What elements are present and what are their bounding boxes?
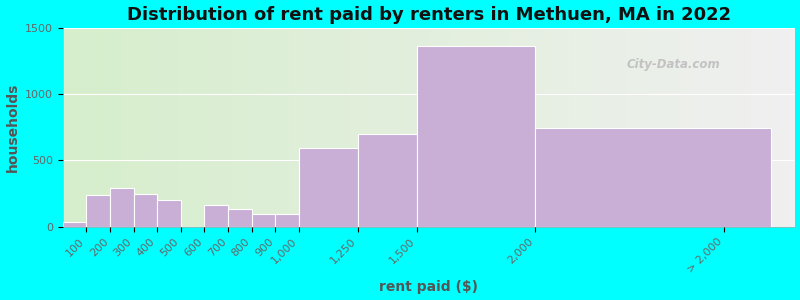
Bar xyxy=(299,148,358,227)
Bar xyxy=(158,200,181,227)
Y-axis label: households: households xyxy=(6,82,19,172)
Bar xyxy=(417,46,535,227)
X-axis label: rent paid ($): rent paid ($) xyxy=(379,280,478,294)
Text: City-Data.com: City-Data.com xyxy=(626,58,720,71)
Bar xyxy=(63,222,86,227)
Bar xyxy=(134,194,158,227)
Bar xyxy=(252,214,275,227)
Bar xyxy=(86,195,110,227)
Bar xyxy=(228,209,252,227)
Bar xyxy=(110,188,134,227)
Bar xyxy=(358,134,417,227)
Bar xyxy=(535,128,771,227)
Bar xyxy=(275,214,299,227)
Bar xyxy=(205,205,228,227)
Title: Distribution of rent paid by renters in Methuen, MA in 2022: Distribution of rent paid by renters in … xyxy=(126,6,730,24)
